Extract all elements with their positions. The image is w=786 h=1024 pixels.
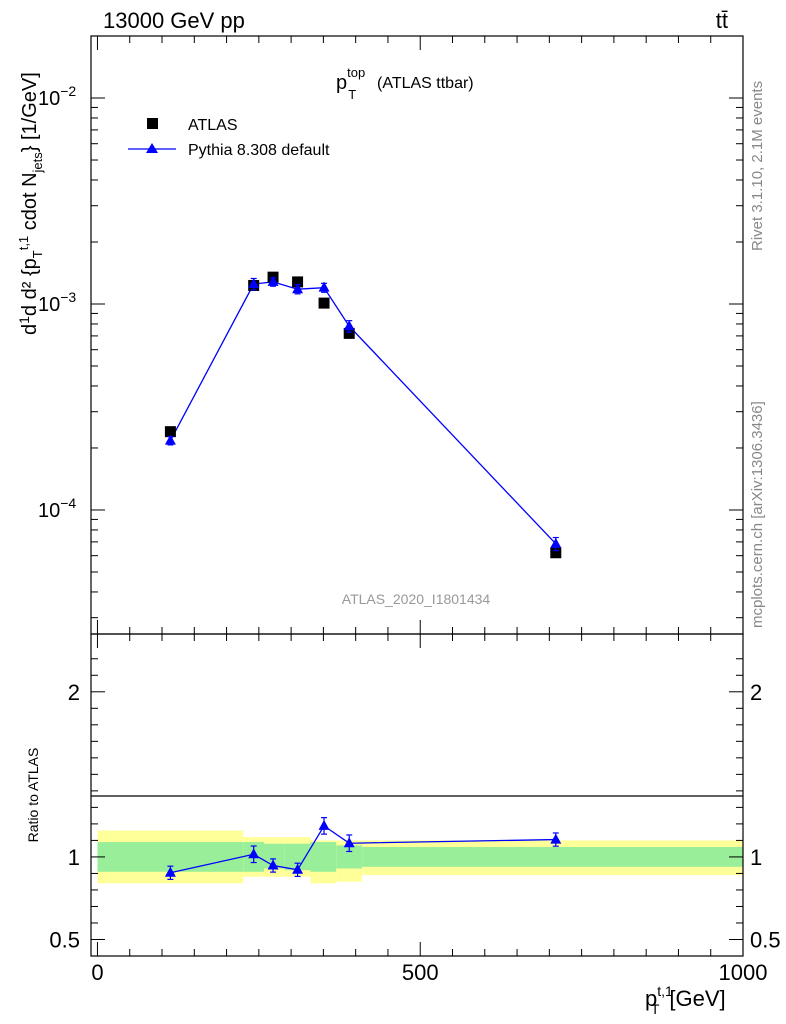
plot-title-sub: T xyxy=(348,87,356,102)
main-plot-content xyxy=(164,271,562,559)
plot-title-rest: (ATLAS ttbar) xyxy=(377,75,474,92)
ratio-point xyxy=(318,819,330,830)
ratio-xtick-label: 500 xyxy=(402,960,439,985)
main-ytick-label: 10−2 xyxy=(38,83,76,110)
ratio-point xyxy=(292,863,304,874)
ratio-panel: 0.5 0.5 1 1 2 2 0 500 1000 Ratio to ATLAS pt,1 T [… xyxy=(25,633,781,1017)
legend-data-marker xyxy=(147,118,158,129)
plot-title-sup: top xyxy=(347,65,365,80)
main-ytick-exp: −2 xyxy=(60,83,76,99)
ratio-bands xyxy=(97,830,743,884)
ratio-band-inner xyxy=(336,845,363,869)
main-panel: 10−410−310−2 ptop T (ATLAS ttbar) ATLAS P… xyxy=(16,35,744,635)
mcplots-label: mcplots.cern.ch [arXiv:1306.3436] xyxy=(749,401,766,628)
ratio-xlabel: pt,1 T [GeV] xyxy=(645,983,726,1017)
atlas-point xyxy=(292,276,304,288)
ratio-ytick-label-right: 0.5 xyxy=(750,927,781,952)
legend-mc-label: Pythia 8.308 default xyxy=(188,142,330,159)
ratio-ylabel: Ratio to ATLAS xyxy=(25,748,41,843)
ratio-point xyxy=(267,859,279,870)
legend-data-label: ATLAS xyxy=(188,117,238,134)
plot-title-main: p xyxy=(336,72,347,94)
ratio-plot-content xyxy=(164,817,562,880)
atlas-point xyxy=(550,547,562,559)
main-ytick-label: 10−3 xyxy=(38,289,76,316)
legend: ATLAS Pythia 8.308 default xyxy=(128,117,330,159)
ratio-xlabel-sub: T xyxy=(651,1001,660,1017)
ratio-point xyxy=(164,866,176,877)
mc-point xyxy=(318,281,330,292)
main-ytick-exp: −3 xyxy=(60,289,76,305)
ratio-ytick-label-left: 0.5 xyxy=(49,927,80,952)
analysis-id: ATLAS_2020_I1801434 xyxy=(342,591,491,607)
atlas-point xyxy=(318,297,330,309)
main-ylabel-text: d1d d² {pTt,1 cdot Njets} [1/GeV] xyxy=(16,72,45,335)
ratio-point xyxy=(550,833,562,844)
ratio-frame xyxy=(90,633,744,957)
ratio-ticks: 0.5 0.5 1 1 2 2 0 500 1000 xyxy=(49,634,781,985)
ratio-ytick-label-left: 1 xyxy=(68,845,80,870)
ratio-point xyxy=(248,848,260,859)
mc-point xyxy=(292,283,304,294)
legend-mc-marker xyxy=(146,143,158,153)
ratio-ytick-label-left: 2 xyxy=(68,680,80,705)
main-ytick-label: 10−4 xyxy=(38,495,76,522)
main-ylabel-unit: } [1/GeV] xyxy=(19,72,41,152)
rivet-label: Rivet 3.1.10, 2.1M events xyxy=(749,81,766,251)
main-ticks: 10−410−310−2 xyxy=(38,35,744,634)
main-ytick-base: 10 xyxy=(38,88,60,110)
mc-point xyxy=(164,434,176,445)
ratio-point xyxy=(343,837,355,848)
energy-label: 13000 GeV pp xyxy=(103,8,245,33)
main-ytick-base: 10 xyxy=(38,294,60,316)
mc-point xyxy=(267,275,279,286)
main-ylabel: d1d d² {pTt,1 cdot Njets} [1/GeV] xyxy=(16,72,45,335)
main-ytick-base: 10 xyxy=(38,500,60,522)
ratio-band-inner xyxy=(310,842,337,872)
main-ytick-exp: −4 xyxy=(60,495,76,511)
mc-point xyxy=(248,278,260,289)
atlas-point xyxy=(343,327,355,339)
atlas-point xyxy=(164,426,176,438)
mc-series-line xyxy=(169,281,557,545)
ratio-ytick-label-right: 1 xyxy=(750,845,762,870)
ratio-xlabel-sup: t,1 xyxy=(657,983,673,999)
mc-point xyxy=(550,537,562,548)
ratio-xtick-label: 1000 xyxy=(719,960,768,985)
ratio-xlabel-unit: [GeV] xyxy=(669,986,725,1011)
process-label: tt̄ xyxy=(716,8,728,33)
ratio-band-inner xyxy=(264,843,285,869)
plot-title: ptop T xyxy=(336,65,365,102)
mc-point xyxy=(343,320,355,331)
ratio-xlabel-main: p xyxy=(645,986,657,1011)
ratio-band-inner xyxy=(362,847,743,867)
ratio-xtick-label: 0 xyxy=(91,960,103,985)
ratio-ytick-label-right: 2 xyxy=(750,680,762,705)
